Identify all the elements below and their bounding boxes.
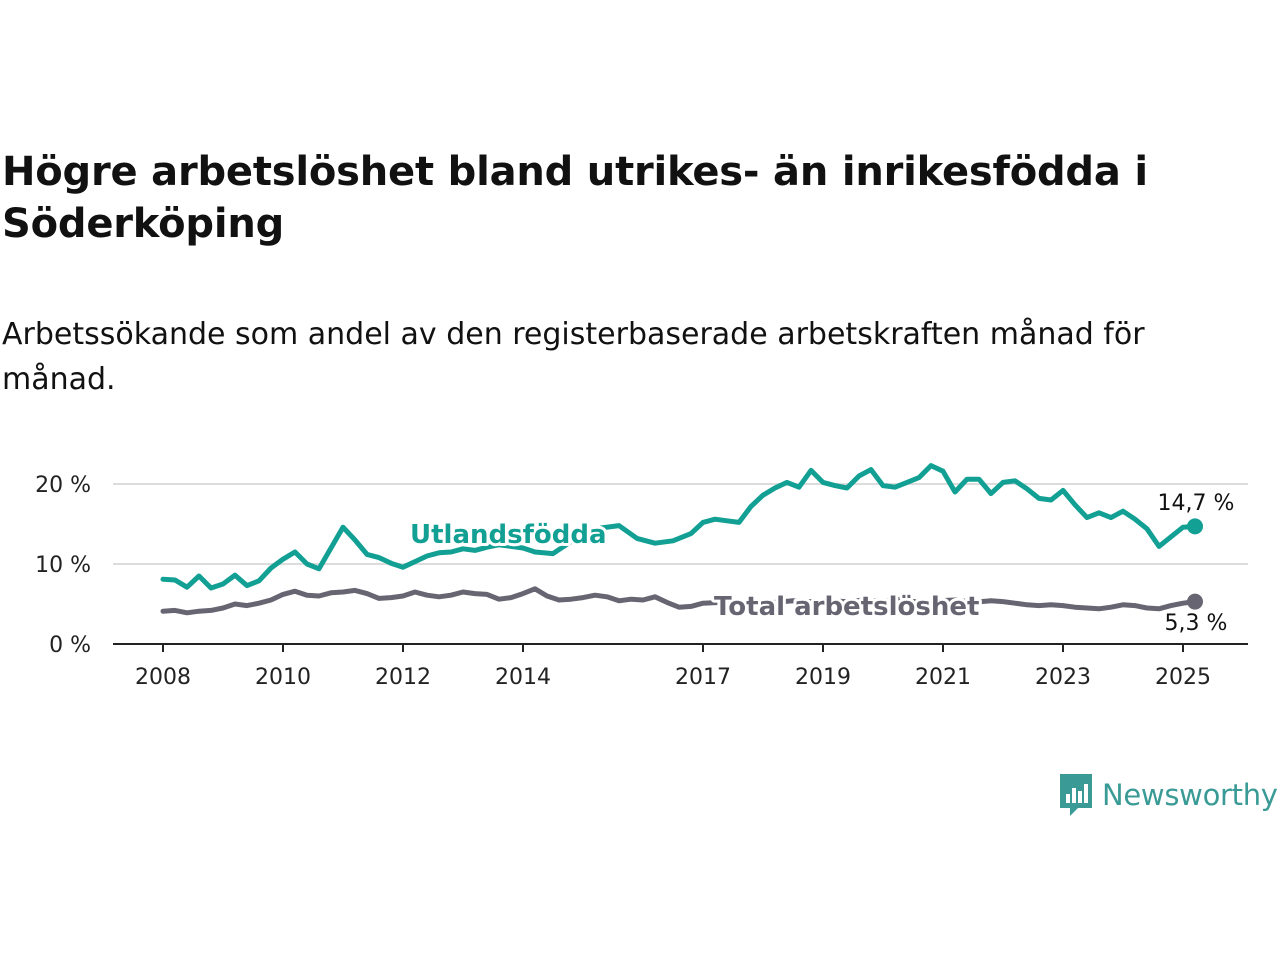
end-label-total: 5,3 % [1165, 611, 1228, 636]
x-tick-label: 2012 [375, 665, 431, 690]
series-lines [160, 463, 1203, 616]
chart-title: Högre arbetslöshet bland utrikes- än inr… [2, 149, 1148, 247]
series-labels: Utlandsfödda Total arbetslöshet 14,7 % 5… [407, 489, 1236, 638]
series-label-total: Total arbetslöshet [714, 592, 979, 622]
y-tick-label: 20 % [35, 473, 91, 498]
end-point-utlandsfodda [1187, 518, 1203, 535]
x-tick-label: 2025 [1155, 665, 1211, 690]
x-tick-label: 2021 [915, 665, 971, 690]
line-chart: 0 % 10 % 20 % 2008 2010 2012 2014 2017 2019 2021… [35, 463, 1248, 690]
x-tick-label: 2014 [495, 665, 551, 690]
x-tick-label: 2019 [795, 665, 851, 690]
end-point-total [1187, 593, 1203, 610]
x-tick-label: 2008 [135, 665, 191, 690]
chart-subtitle: Arbetssökande som andel av den registerb… [2, 317, 1145, 397]
end-label-utlandsfodda: 14,7 % [1158, 491, 1235, 516]
series-line-utlandsfodda [160, 463, 1198, 591]
x-axis: 2008 2010 2012 2014 2017 2019 2021 2023 2025 [113, 643, 1248, 690]
brand-name: Newsworthy [1102, 778, 1278, 812]
series-line-total [160, 586, 1198, 616]
newsworthy-logo: Newsworthy [1058, 772, 1278, 818]
bar-chart-speech-bubble-icon [1060, 774, 1092, 816]
x-tick-label: 2023 [1035, 665, 1091, 690]
series-label-utlandsfodda: Utlandsfödda [410, 520, 607, 550]
x-tick-label: 2017 [675, 665, 731, 690]
gridlines: 0 % 10 % 20 % [35, 473, 1248, 658]
y-tick-label: 10 % [35, 553, 91, 578]
x-tick-label: 2010 [255, 665, 311, 690]
y-tick-label: 0 % [49, 633, 91, 658]
